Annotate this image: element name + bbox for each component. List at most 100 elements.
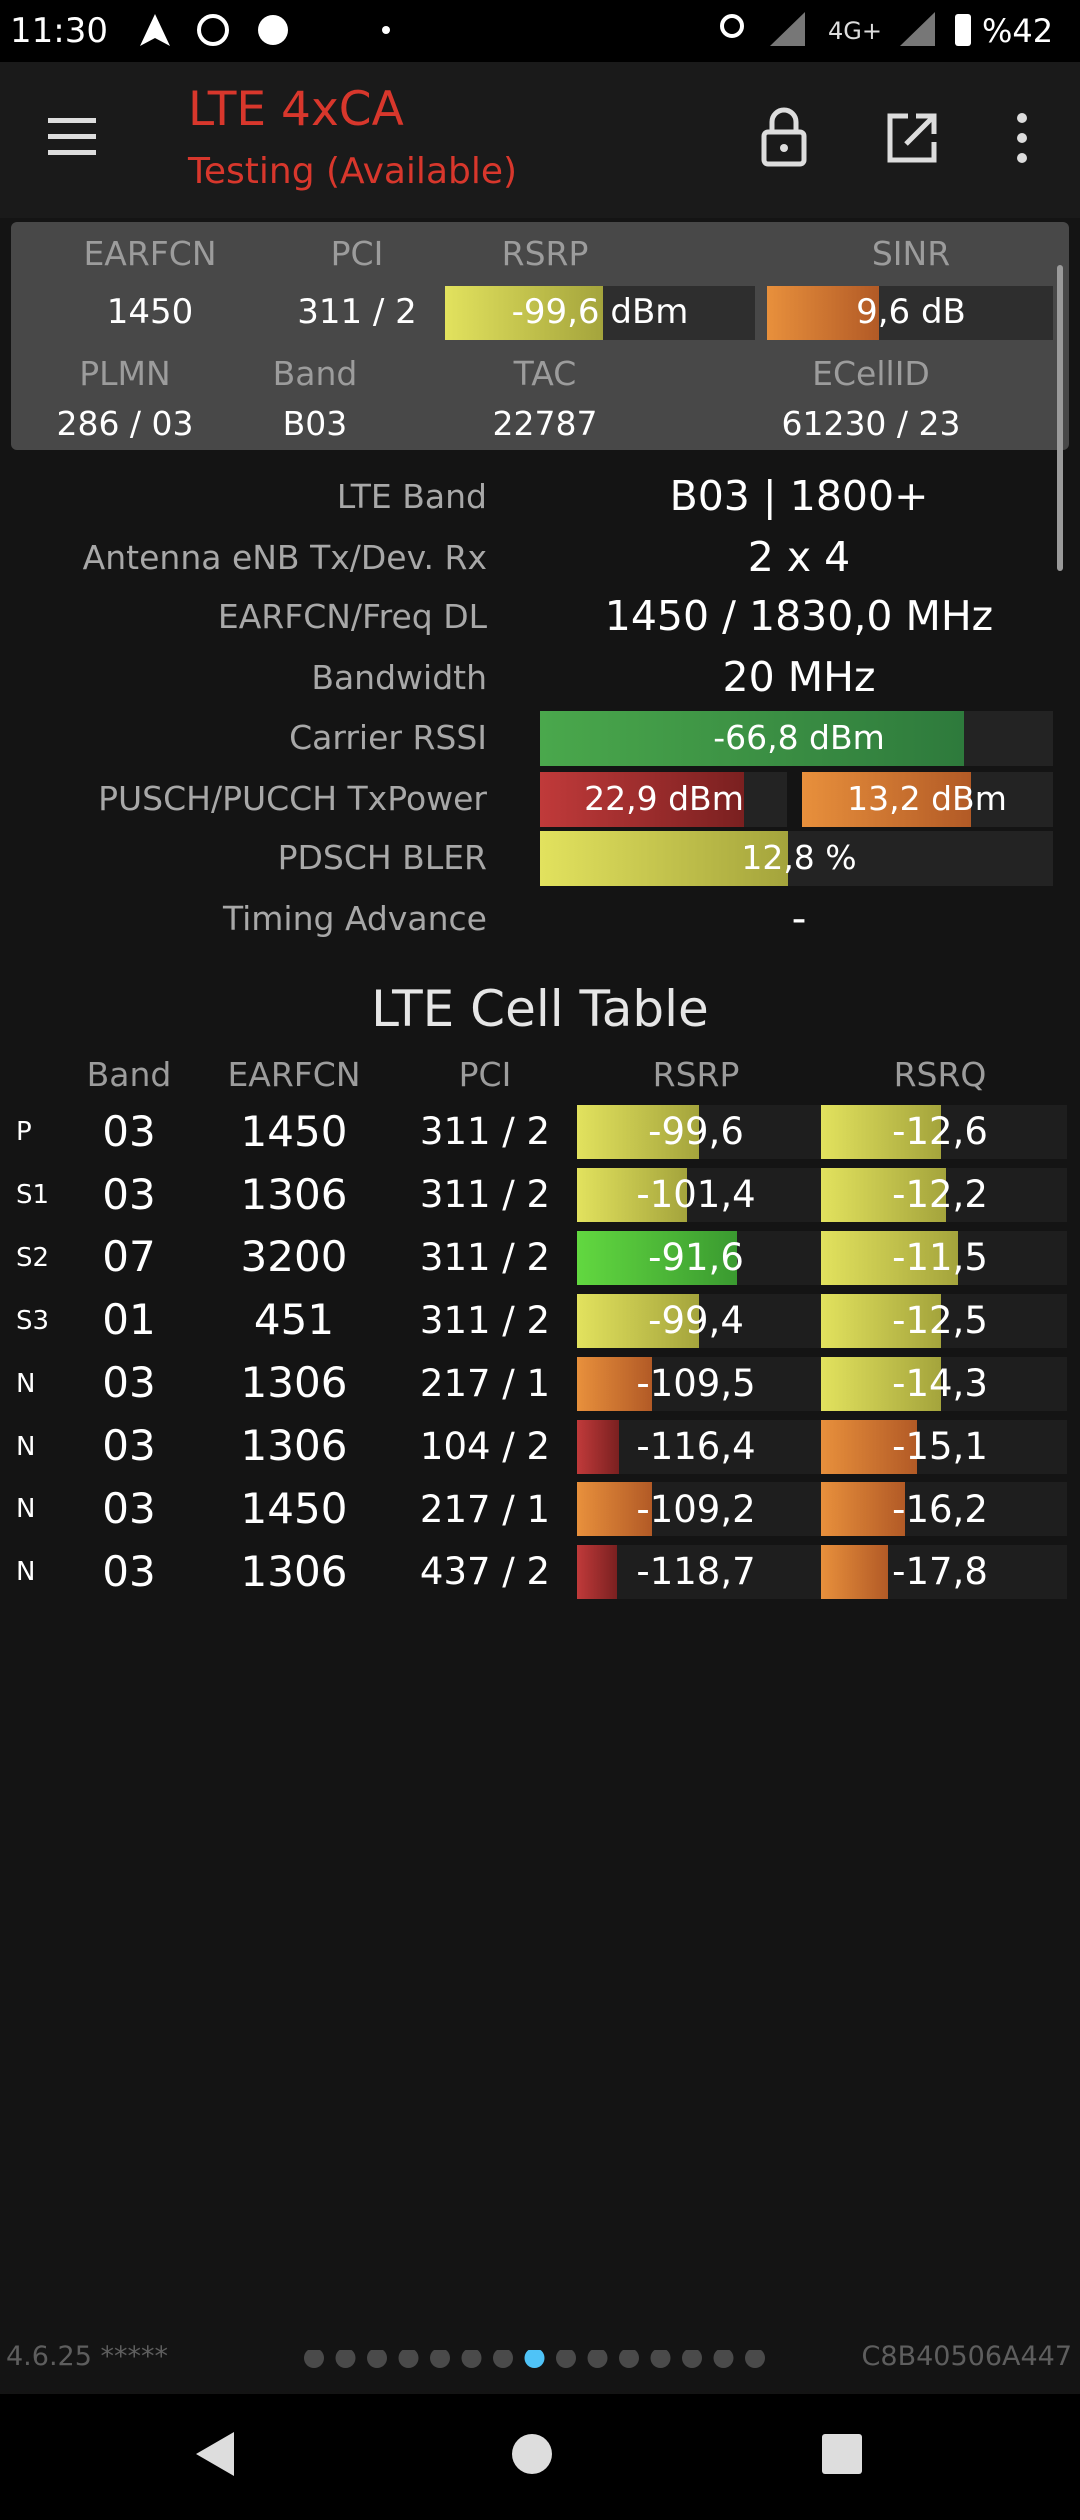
detail-label: Bandwidth (311, 657, 487, 697)
row-type: N (16, 1557, 36, 1588)
cell-rsrq: -11,5 (892, 1235, 988, 1279)
overflow-menu[interactable] (1007, 108, 1037, 168)
app-title: LTE 4xCA (188, 82, 404, 137)
detail-value: 20 MHz (722, 653, 876, 702)
cell-band: 03 (102, 1358, 156, 1408)
page-dots (304, 2350, 765, 2368)
app-version: 4.6.25 ***** (6, 2341, 168, 2372)
summary-header: Band (272, 353, 358, 393)
cell-pci: 437 / 2 (419, 1550, 551, 1594)
level-bar (821, 1167, 946, 1222)
summary-value: 311 / 2 (297, 292, 417, 333)
page-dot[interactable] (493, 2350, 513, 2368)
battery-level: %42 (982, 12, 1054, 50)
detail-value: 2 x 4 (747, 533, 851, 582)
level-bar (821, 1545, 889, 1600)
table-title: LTE Cell Table (371, 980, 709, 1038)
summary-value: 1450 (106, 292, 194, 333)
open-external-button[interactable] (882, 108, 942, 168)
cell-rsrp: -116,4 (636, 1424, 756, 1468)
level-bar (821, 1419, 917, 1474)
page-dot[interactable] (556, 2350, 576, 2368)
level-bar (577, 1545, 617, 1600)
detail-label: Antenna eNB Tx/Dev. Rx (82, 537, 487, 577)
cell-rsrp: -109,5 (636, 1361, 756, 1405)
home-button[interactable] (512, 2434, 552, 2474)
page-dot[interactable] (650, 2350, 671, 2368)
detail-label: PDSCH BLER (277, 837, 487, 877)
summary-header: SINR (871, 233, 951, 273)
cell-pci: 104 / 2 (419, 1424, 551, 1468)
level-bar (577, 1356, 653, 1411)
cell-rsrq: -17,8 (892, 1550, 988, 1594)
cell-earfcn: 1306 (240, 1421, 348, 1471)
level-bar (767, 286, 879, 340)
page-dot[interactable] (745, 2350, 765, 2368)
cell-band: 07 (102, 1232, 156, 1282)
table-header: RSRQ (893, 1054, 987, 1094)
summary-value: 61230 / 23 (781, 403, 961, 443)
detail-value: B03 | 1800+ (669, 472, 929, 521)
level-bar (540, 771, 744, 827)
cell-rsrq: -12,5 (892, 1298, 988, 1342)
cell-band: 03 (102, 1169, 156, 1219)
cell-rsrp: -91,6 (648, 1235, 744, 1279)
cell-band: 03 (102, 1106, 156, 1156)
detail-value: - (791, 894, 807, 943)
row-type: S1 (16, 1179, 50, 1210)
level-bar (577, 1167, 688, 1222)
level-bar (540, 710, 964, 766)
summary-value: 286 / 03 (56, 403, 194, 443)
page-dot[interactable] (335, 2350, 356, 2368)
page-dot[interactable] (524, 2350, 545, 2368)
page-dot[interactable] (398, 2350, 419, 2368)
page-dot[interactable] (461, 2350, 482, 2368)
cell-pci: 217 / 1 (419, 1361, 551, 1405)
cell-band: 01 (102, 1295, 156, 1345)
table-header: PCI (458, 1054, 512, 1094)
level-bar (577, 1230, 737, 1285)
level-bar (577, 1482, 653, 1537)
menu-button[interactable] (44, 112, 104, 162)
level-bar (445, 286, 603, 340)
detail-value: 13,2 dBm (847, 778, 1007, 818)
cell-earfcn: 1306 (240, 1358, 348, 1408)
summary-header: TAC (513, 353, 577, 393)
level-bar (577, 1293, 700, 1348)
page-dot[interactable] (587, 2350, 608, 2368)
level-bar (802, 771, 971, 827)
page-dot[interactable] (619, 2350, 639, 2368)
page-dot[interactable] (367, 2350, 387, 2368)
summary-header: ECellID (812, 353, 930, 393)
network-type: 4G+ (828, 17, 882, 45)
table-header: RSRP (652, 1054, 740, 1094)
detail-value: 22,9 dBm (584, 778, 744, 818)
cell-earfcn: 1450 (240, 1484, 348, 1533)
summary-value: B03 (282, 403, 348, 443)
cell-earfcn: 1450 (240, 1106, 348, 1156)
page-dot[interactable] (430, 2350, 450, 2368)
level-bar (821, 1293, 941, 1348)
recents-button[interactable] (822, 2434, 862, 2474)
cell-rsrp: -109,2 (636, 1487, 756, 1531)
summary-value: -99,6 dBm (511, 292, 689, 333)
cell-earfcn: 1306 (240, 1546, 348, 1596)
page-dot[interactable] (304, 2350, 324, 2368)
cell-rsrq: -12,6 (892, 1110, 988, 1154)
back-button[interactable] (196, 2432, 234, 2476)
lock-button[interactable] (754, 104, 814, 168)
detail-label: Timing Advance (222, 898, 487, 938)
status-icons (140, 12, 971, 46)
cell-pci: 311 / 2 (419, 1298, 551, 1342)
cell-earfcn: 451 (253, 1295, 335, 1345)
row-type: S3 (16, 1305, 50, 1336)
cell-rsrp: -101,4 (636, 1173, 756, 1216)
cell-pci: 311 / 2 (419, 1173, 551, 1216)
page-dot[interactable] (713, 2350, 734, 2368)
level-bar (821, 1230, 958, 1285)
cell-rsrp: -99,6 (648, 1110, 744, 1154)
cell-rsrq: -12,2 (892, 1173, 988, 1216)
toolbar (0, 62, 1080, 218)
detail-value: -66,8 dBm (713, 717, 885, 757)
page-dot[interactable] (682, 2350, 702, 2368)
